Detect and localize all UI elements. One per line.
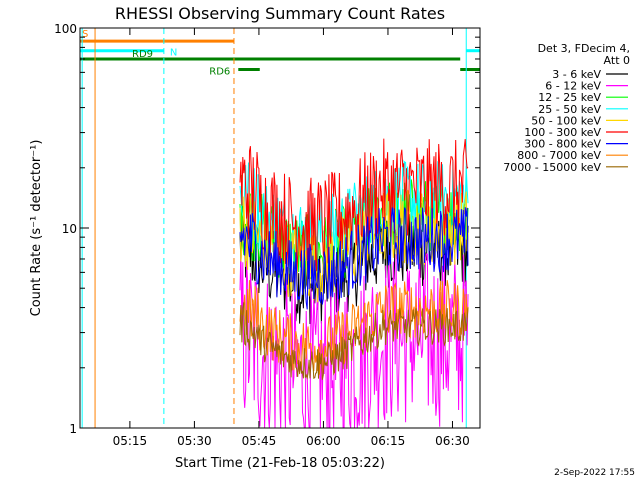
legend-label-7: 800 - 7000 keV (517, 149, 601, 162)
x-axis: 05:15 05:30 05:45 06:00 06:15 06:30 (113, 28, 470, 448)
legend-header-line-1: Det 3, FDecim 4, (538, 42, 630, 55)
flag-label-rd9: RD9 (132, 49, 153, 60)
series-line-0 (239, 206, 469, 325)
legend-label-3: 25 - 50 keV (538, 103, 601, 116)
legend-header-line-2: Att 0 (604, 54, 630, 67)
legend-label-4: 50 - 100 keV (531, 114, 601, 127)
legend-label-1: 6 - 12 keV (545, 80, 601, 93)
x-tick-label-5: 06:30 (435, 434, 470, 448)
x-tick-label-0: 05:15 (113, 434, 148, 448)
legend-label-8: 7000 - 15000 keV (503, 161, 601, 174)
legend-label-6: 300 - 800 keV (524, 138, 601, 151)
legend-label-0: 3 - 6 keV (552, 68, 601, 81)
flag-label-n: N (170, 48, 177, 59)
series-line-8 (239, 302, 469, 380)
y-tick-label-0: 1 (69, 422, 77, 436)
flag-label-rd6: RD6 (209, 67, 230, 78)
x-axis-label: Start Time (21-Feb-18 05:03:22) (175, 456, 385, 471)
y-tick-label-1: 10 (62, 222, 77, 236)
y-tick-label-2: 100 (54, 22, 77, 36)
y-axis: 1 10 100 (54, 22, 480, 436)
x-tick-label-2: 05:45 (242, 434, 277, 448)
footer-date: 2-Sep-2022 17:55 (554, 468, 635, 478)
legend-label-5: 100 - 300 keV (524, 126, 601, 139)
y-axis-label: Count Rate (s⁻¹ detector⁻¹) (29, 140, 44, 317)
x-tick-label-1: 05:30 (177, 434, 212, 448)
x-tick-label-4: 06:15 (371, 434, 406, 448)
legend-label-2: 12 - 25 keV (538, 91, 601, 104)
x-tick-label-3: 06:00 (306, 434, 341, 448)
series-line-6 (239, 207, 469, 310)
flag-label-s: S (82, 29, 88, 40)
plot-area: S N RD9 RD6 (80, 28, 480, 429)
chart-title: RHESSI Observing Summary Count Rates (115, 4, 445, 23)
